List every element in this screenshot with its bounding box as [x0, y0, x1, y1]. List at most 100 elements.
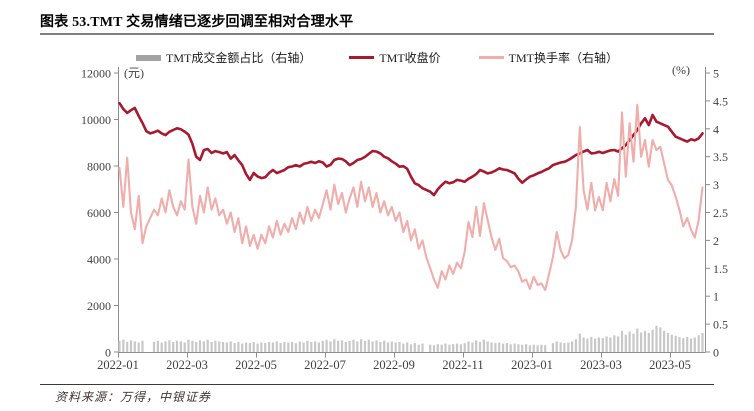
- turnover-share-bar: [317, 342, 320, 352]
- turnover-share-bar: [582, 337, 585, 352]
- axes: [118, 67, 706, 353]
- turnover-share-bar: [563, 343, 566, 352]
- turnover-share-bar: [686, 336, 689, 352]
- turnover-share-bar: [348, 340, 351, 352]
- turnover-share-bar: [590, 336, 593, 352]
- turnover-share-bar: [160, 342, 163, 352]
- turnover-share-bar: [279, 343, 282, 352]
- y-left-tick-label: 8000: [87, 160, 111, 174]
- x-tick-label: 2022-05: [235, 358, 277, 372]
- turnover-share-bar: [375, 340, 378, 352]
- turnover-share-bar: [574, 339, 577, 352]
- x-tick-label: 2022-11: [442, 358, 483, 372]
- turnover-share-bar: [413, 343, 416, 352]
- turnover-share-bar: [256, 343, 259, 352]
- x-tick-label: 2023-05: [649, 358, 691, 372]
- turnover-share-bar: [402, 343, 405, 352]
- turnover-share-bar: [118, 340, 121, 352]
- turnover-share-bar: [137, 342, 140, 352]
- turnover-share-bar: [310, 342, 313, 352]
- turnover-share-bar: [409, 344, 413, 352]
- turnover-share-bar: [394, 342, 397, 352]
- turnover-share-bar: [268, 342, 271, 352]
- turnover-share-bar: [502, 343, 505, 352]
- turnover-share-bar: [241, 343, 244, 352]
- y-right-tick-label: 4.5: [713, 94, 728, 108]
- turnover-share-bar: [129, 340, 133, 352]
- turnover-share-bar: [287, 342, 290, 352]
- turnover-share-bar: [386, 342, 390, 352]
- turnover-share-bar: [693, 337, 696, 352]
- turnover-share-bar: [294, 343, 297, 352]
- x-tick-label: 2022-07: [304, 358, 346, 372]
- turnover-share-bar: [275, 341, 278, 352]
- turnover-share-bar: [486, 341, 489, 352]
- turnover-share-bar: [544, 345, 547, 352]
- chart-title: 图表 53.TMT 交易情绪已逐步回调至相对合理水平: [40, 15, 354, 30]
- turnover-share-bar: [478, 342, 482, 352]
- left-axis-unit: (元): [124, 66, 144, 80]
- turnover-share-bar: [509, 344, 512, 352]
- y-left-tick-label: 10000: [81, 113, 111, 127]
- turnover-share-bar: [168, 340, 171, 352]
- turnover-share-bar: [571, 341, 574, 352]
- turnover-share-bar: [429, 344, 432, 352]
- turnover-share-bar: [156, 340, 159, 352]
- turnover-share-bar: [651, 329, 654, 352]
- y-right-tick-label: 5: [713, 67, 719, 81]
- turnover-share-bar: [517, 344, 520, 352]
- turnover-share-bar: [555, 341, 558, 352]
- turnover-share-bar: [248, 343, 251, 352]
- turnover-share-bar: [594, 338, 597, 352]
- x-tick-label: 2022-01: [97, 358, 139, 372]
- turnover-share-bar: [271, 342, 274, 352]
- turnover-share-bar: [390, 341, 393, 352]
- y-right-tick-label: 2: [713, 234, 719, 248]
- turnover-share-bar: [640, 332, 643, 352]
- y-right-tick-label: 3: [713, 178, 719, 192]
- turnover-share-bar: [164, 341, 167, 352]
- turnover-share-bar: [525, 344, 528, 352]
- title-divider: [40, 33, 714, 35]
- turnover-share-bar: [225, 342, 228, 352]
- y-left-tick-label: 0: [105, 346, 111, 360]
- turnover-share-bar: [264, 343, 267, 352]
- x-tick-label: 2023-01: [511, 358, 553, 372]
- turnover-share-bar: [620, 330, 624, 352]
- turnover-rate-line: [118, 103, 704, 292]
- legend-line-swatch: [349, 56, 375, 59]
- turnover-share-bar: [302, 342, 305, 352]
- turnover-share-bar: [670, 334, 673, 352]
- chart-legend: TMT成交金额占比（右轴） TMT收盘价 TMT换手率（右轴）: [0, 49, 754, 66]
- turnover-share-bar: [314, 341, 317, 352]
- y-right-tick-label: 4: [713, 122, 719, 136]
- turnover-share-bar: [321, 340, 324, 352]
- turnover-share-bar: [245, 342, 248, 352]
- turnover-share-bar: [494, 343, 497, 352]
- turnover-share-bar: [141, 340, 144, 352]
- turnover-share-bar: [444, 343, 447, 352]
- turnover-share-bar: [467, 341, 470, 352]
- turnover-share-bar: [379, 342, 382, 352]
- turnover-share-bar: [202, 341, 205, 352]
- y-right-tick-label: 0.5: [713, 318, 728, 332]
- turnover-share-bar: [482, 339, 485, 352]
- turnover-share-bar: [237, 342, 240, 352]
- turnover-share-bar: [229, 341, 232, 352]
- turnover-share-bar: [252, 342, 255, 352]
- y-left-tick-label: 6000: [87, 206, 111, 220]
- turnover-share-bar: [521, 344, 524, 352]
- legend-item-2: TMT换手率（右轴）: [478, 49, 619, 66]
- source-note: 资料来源：万得，中银证券: [55, 390, 212, 404]
- turnover-share-bar: [198, 340, 202, 352]
- legend-label: TMT换手率（右轴）: [508, 51, 619, 65]
- turnover-share-bar: [406, 342, 409, 352]
- turnover-share-bar: [291, 342, 294, 352]
- legend-label: TMT成交金额占比（右轴）: [165, 51, 312, 65]
- turnover-share-bar: [636, 328, 639, 352]
- turnover-share-bar: [463, 343, 466, 352]
- turnover-share-bar: [513, 343, 516, 352]
- turnover-share-bar: [689, 338, 693, 352]
- turnover-share-bar: [421, 343, 424, 352]
